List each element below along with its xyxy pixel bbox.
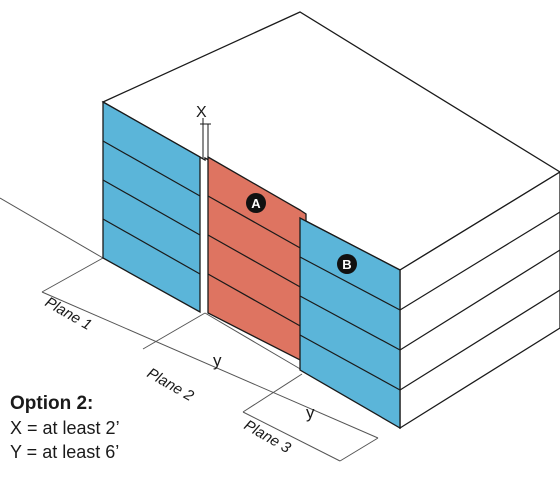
marker-b-label: B xyxy=(342,257,351,272)
y-label-plane-3: y xyxy=(306,403,315,422)
marker-a-label: A xyxy=(251,196,261,211)
y-label-plane-2: y xyxy=(213,351,222,370)
option-caption: Option 2: X = at least 2’ Y = at least 6… xyxy=(10,392,120,464)
x-dimension-label: X xyxy=(196,104,207,121)
caption-x-requirement: X = at least 2’ xyxy=(10,418,120,438)
caption-title: Option 2: xyxy=(10,393,94,414)
plane-3-label: Plane 3 xyxy=(241,417,294,457)
plane-2-label: Plane 2 xyxy=(144,365,197,405)
right-facade xyxy=(399,171,560,430)
marker-a: A xyxy=(246,193,266,213)
caption-y-requirement: Y = at least 6’ xyxy=(10,442,120,462)
marker-b: B xyxy=(337,254,357,274)
plane-1-label: Plane 1 xyxy=(42,294,95,334)
facade-plane-1 xyxy=(102,100,201,314)
facade-plane-2 xyxy=(207,155,307,365)
ground-lines xyxy=(0,197,379,462)
facade-plane-3 xyxy=(299,216,401,430)
x-dimension xyxy=(200,118,211,158)
